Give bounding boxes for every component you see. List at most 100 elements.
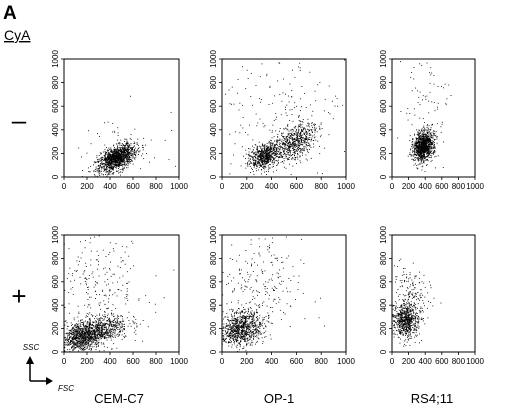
data-point	[131, 155, 133, 157]
data-point	[285, 140, 287, 142]
data-point	[72, 334, 74, 335]
data-point	[109, 334, 111, 336]
data-point	[301, 148, 303, 150]
data-point	[286, 104, 288, 106]
data-point	[265, 150, 267, 151]
data-point	[418, 148, 420, 150]
data-point	[99, 152, 101, 154]
data-point	[91, 342, 93, 344]
data-point	[104, 122, 105, 124]
data-point	[72, 349, 74, 351]
data-point	[68, 344, 70, 346]
data-point	[98, 339, 100, 341]
data-point	[81, 337, 83, 339]
data-point	[123, 147, 124, 149]
data-point	[85, 328, 87, 330]
data-point	[305, 154, 307, 156]
data-point	[418, 151, 420, 153]
data-point	[292, 120, 294, 122]
data-point	[267, 150, 269, 151]
data-point	[307, 151, 309, 153]
data-point	[103, 160, 104, 162]
data-point	[278, 151, 280, 153]
data-point	[302, 149, 304, 151]
data-point	[104, 152, 106, 154]
data-point	[433, 146, 435, 148]
data-point	[122, 168, 124, 170]
data-point	[287, 134, 289, 136]
data-point	[420, 159, 422, 161]
data-point	[118, 316, 120, 318]
data-point	[76, 326, 78, 328]
data-point	[414, 154, 416, 156]
data-point	[77, 332, 79, 334]
data-point	[113, 130, 115, 132]
data-point	[103, 166, 105, 167]
data-point	[431, 135, 432, 137]
data-point	[80, 322, 82, 323]
data-point	[415, 87, 417, 89]
data-point	[95, 334, 97, 335]
data-point	[74, 338, 76, 340]
data-point	[251, 155, 253, 157]
data-point	[292, 157, 294, 158]
data-point	[111, 162, 113, 164]
data-point	[111, 158, 113, 160]
data-point	[110, 326, 112, 327]
data-point	[73, 348, 75, 350]
data-point	[250, 162, 252, 163]
data-point	[425, 141, 427, 143]
data-point	[84, 344, 86, 346]
data-point	[269, 157, 271, 159]
data-point	[116, 156, 118, 158]
data-point	[305, 131, 307, 133]
x-tick-label: 400	[103, 357, 117, 366]
y-tick-label: 0	[209, 174, 218, 179]
data-point	[108, 173, 109, 175]
data-point	[302, 134, 304, 136]
data-point	[113, 156, 115, 158]
data-point	[309, 129, 311, 131]
data-point	[108, 153, 110, 155]
data-point	[285, 138, 287, 139]
data-point	[298, 138, 300, 140]
data-point	[262, 143, 264, 145]
data-point	[428, 141, 430, 143]
data-point	[417, 154, 419, 156]
data-point	[107, 158, 109, 160]
data-point	[75, 326, 77, 328]
data-point	[416, 154, 418, 156]
data-point	[419, 151, 421, 153]
data-point	[106, 151, 108, 153]
data-point	[87, 338, 89, 339]
data-point	[425, 159, 426, 161]
data-point	[419, 129, 420, 131]
data-point	[134, 147, 136, 149]
data-point	[112, 172, 114, 174]
data-point	[69, 351, 71, 352]
data-point	[306, 125, 308, 127]
data-point	[113, 343, 115, 345]
data-point	[328, 85, 330, 87]
data-point	[109, 160, 111, 161]
data-point	[423, 145, 425, 147]
data-point	[134, 150, 136, 152]
data-point	[309, 104, 311, 106]
data-point	[279, 128, 281, 129]
data-point	[272, 124, 274, 126]
data-point	[283, 160, 285, 162]
data-point	[275, 144, 277, 146]
data-point	[289, 109, 291, 111]
data-point	[272, 142, 274, 144]
data-point	[255, 165, 257, 167]
data-point	[116, 149, 118, 151]
data-point	[98, 164, 99, 166]
data-point	[123, 148, 125, 150]
data-point	[291, 137, 293, 139]
data-point	[416, 141, 417, 143]
data-point	[417, 146, 418, 148]
data-point	[413, 150, 415, 152]
data-point	[268, 156, 270, 158]
data-point	[287, 151, 289, 153]
data-point	[300, 127, 302, 129]
